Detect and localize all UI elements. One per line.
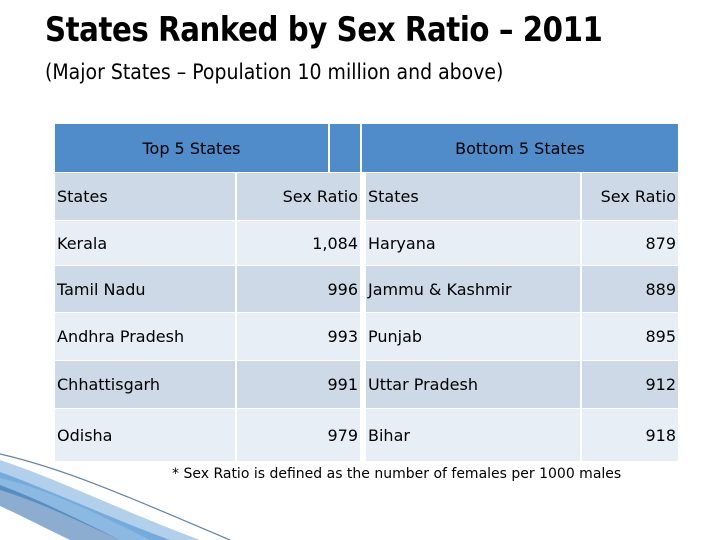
page-subtitle: (Major States – Population 10 million an… [45, 60, 504, 84]
table-row-4-bottom-state: Uttar Pradesh [366, 361, 580, 408]
table-row-2-bottom-state: Jammu & Kashmir [366, 266, 580, 312]
header-spacer [330, 124, 360, 172]
col-header-bottom-ratio: Sex Ratio [582, 173, 678, 220]
table-row-1-top-state: Kerala [55, 221, 235, 265]
col-header-top-states: States [55, 173, 235, 220]
col-header-bottom-states: States [366, 173, 580, 220]
footnote: * Sex Ratio is defined as the number of … [172, 466, 622, 482]
page-title: States Ranked by Sex Ratio – 2011 [45, 10, 603, 50]
top-5-header: Top 5 States [55, 124, 328, 172]
table-row-5-top-state: Odisha [55, 409, 235, 461]
decorative-swoosh [0, 453, 231, 540]
table-row-1-bottom-state: Haryana [366, 221, 580, 265]
table-row-3-bottom-ratio: 895 [582, 313, 678, 360]
bottom-5-header-label: Bottom 5 States [455, 138, 585, 158]
table-row-2-top-ratio: 996 [237, 266, 360, 312]
col-header-top-ratio: Sex Ratio [237, 173, 360, 220]
table-row-2-top-state: Tamil Nadu [55, 266, 235, 312]
table-row-5-bottom-state: Bihar [366, 409, 580, 461]
top-5-header-label: Top 5 States [142, 138, 241, 158]
table-row-4-top-ratio: 991 [237, 361, 360, 408]
table-row-3-bottom-state: Punjab [366, 313, 580, 360]
table-row-5-bottom-ratio: 918 [582, 409, 678, 461]
table-row-3-top-state: Andhra Pradesh [55, 313, 235, 360]
table-row-4-bottom-ratio: 912 [582, 361, 678, 408]
table-row-3-top-ratio: 993 [237, 313, 360, 360]
table-row-4-top-state: Chhattisgarh [55, 361, 235, 408]
table-row-1-bottom-ratio: 879 [582, 221, 678, 265]
bottom-5-header: Bottom 5 States [362, 124, 678, 172]
table-row-1-top-ratio: 1,084 [237, 221, 360, 265]
table-row-2-bottom-ratio: 889 [582, 266, 678, 312]
table-row-5-top-ratio: 979 [237, 409, 360, 461]
